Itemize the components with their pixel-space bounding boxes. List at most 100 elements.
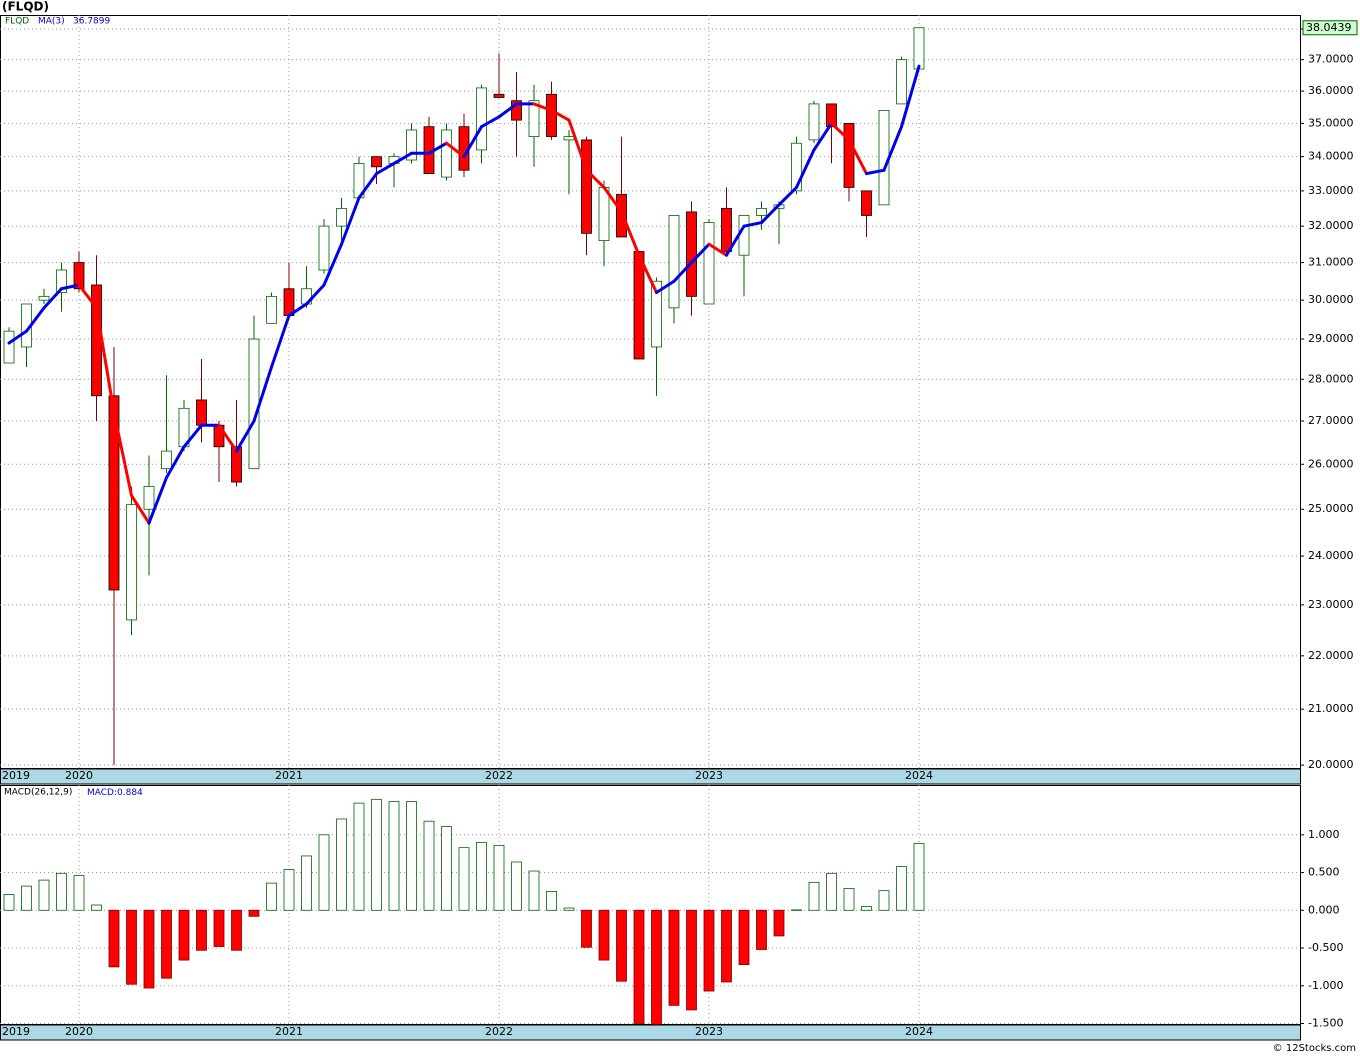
plot-layer: 20.0000 21.0000 22.0000 23.0000 24.0000 25.00…	[0, 15, 1358, 1038]
ma-segment	[252, 365, 273, 423]
ma-segment	[742, 221, 763, 228]
y-tick-label: 1.000	[1308, 828, 1340, 841]
candle-body	[231, 446, 242, 483]
macd-bar	[598, 909, 610, 961]
ma-segment	[427, 141, 448, 155]
ma-segment	[602, 185, 623, 214]
y-tick-label: 29.0000	[1308, 332, 1354, 345]
macd-bar	[581, 909, 592, 948]
macd-bar	[826, 872, 837, 911]
y-tick-label: 37.0000	[1308, 53, 1354, 66]
ma-segment	[620, 210, 641, 257]
ma-segment	[217, 423, 238, 453]
y-tick-label: 36.0000	[1308, 84, 1354, 97]
x-tick-label: 2023	[695, 769, 723, 782]
y-tick-label: 26.0000	[1308, 457, 1354, 470]
candle-body	[791, 142, 802, 192]
ma-segment	[287, 302, 308, 318]
macd-bar	[651, 909, 662, 1025]
ma-segment	[60, 283, 81, 291]
candle-body	[563, 136, 575, 141]
x-tick-label: 2019	[2, 1025, 30, 1038]
ma-segment	[147, 476, 168, 525]
x-tick-label: 2020	[65, 769, 93, 782]
candle-body	[546, 93, 557, 137]
macd-bar	[353, 802, 365, 911]
x-axis-band	[0, 1024, 1301, 1041]
macd-bar	[388, 801, 400, 911]
ma-segment	[760, 203, 781, 225]
ma-segment	[707, 242, 728, 257]
ma-segment	[445, 141, 466, 159]
macd-bar	[336, 818, 347, 911]
x-tick-label: 2024	[905, 1025, 933, 1038]
macd-bar	[878, 890, 890, 911]
macd-bar	[686, 909, 697, 1011]
candle-body	[598, 187, 610, 241]
candle-body	[476, 87, 487, 151]
macd-bar	[896, 866, 907, 911]
candle-body	[808, 103, 820, 141]
macd-bar	[143, 909, 155, 989]
macd-bar	[213, 909, 225, 947]
macd-bar	[91, 904, 102, 911]
ma-segment	[77, 283, 98, 310]
macd-bar	[458, 847, 470, 911]
y-tick-label: 35.0000	[1308, 116, 1354, 129]
candle-body	[668, 215, 680, 309]
candle-body	[441, 129, 452, 178]
ma-segment	[165, 445, 186, 480]
ma-segment	[497, 102, 518, 119]
legend-macd: MACD(26,12,9)	[4, 788, 72, 798]
legend-ma: MA(3)	[38, 17, 65, 27]
x-tick-label: 2019	[2, 769, 30, 782]
ma-segment	[725, 224, 746, 257]
macd-bar	[843, 887, 855, 911]
ma-segment	[357, 172, 378, 200]
macd-bar	[616, 909, 627, 982]
ma-segment	[340, 196, 361, 246]
ma-segment	[812, 121, 833, 152]
macd-bar	[73, 875, 85, 911]
ma-segment	[95, 306, 116, 415]
candle-body	[3, 330, 15, 364]
x-tick-label: 2024	[905, 769, 933, 782]
macd-bar	[161, 909, 172, 979]
ma-segment	[182, 423, 203, 449]
ma-segment	[637, 253, 658, 295]
x-axis-band	[0, 768, 1301, 785]
x-tick-label: 2023	[695, 1025, 723, 1038]
macd-bar	[301, 855, 312, 911]
macd-bar	[721, 909, 732, 983]
macd-bar	[861, 906, 872, 911]
candle-body	[913, 27, 925, 70]
macd-bar	[913, 843, 925, 911]
ma-segment	[585, 168, 606, 189]
ma-segment	[375, 161, 396, 176]
ma-segment	[900, 64, 921, 129]
candle-body	[843, 123, 855, 188]
candle-body	[756, 207, 767, 216]
macd-bar	[56, 872, 67, 911]
macd-bar	[791, 909, 802, 911]
x-tick-label: 2022	[485, 769, 513, 782]
ma-segment	[42, 287, 63, 310]
y-tick-label: 23.0000	[1308, 598, 1354, 611]
ma-segment	[882, 125, 903, 172]
y-tick-label: -1.500	[1308, 1016, 1343, 1029]
ma-segment	[777, 185, 798, 207]
ma-segment	[865, 168, 886, 176]
ma-segment	[270, 314, 291, 369]
y-tick-label: 21.0000	[1308, 702, 1354, 715]
ma-segment	[392, 151, 413, 165]
ma-segment	[305, 283, 326, 306]
x-tick-label: 2021	[275, 769, 303, 782]
macd-bar	[546, 891, 557, 911]
y-tick-label: 30.0000	[1308, 293, 1354, 306]
y-tick-label: 0.000	[1308, 903, 1340, 916]
y-tick-label: 32.0000	[1308, 219, 1354, 232]
candle-body	[73, 262, 85, 290]
ma-segment	[462, 125, 483, 159]
